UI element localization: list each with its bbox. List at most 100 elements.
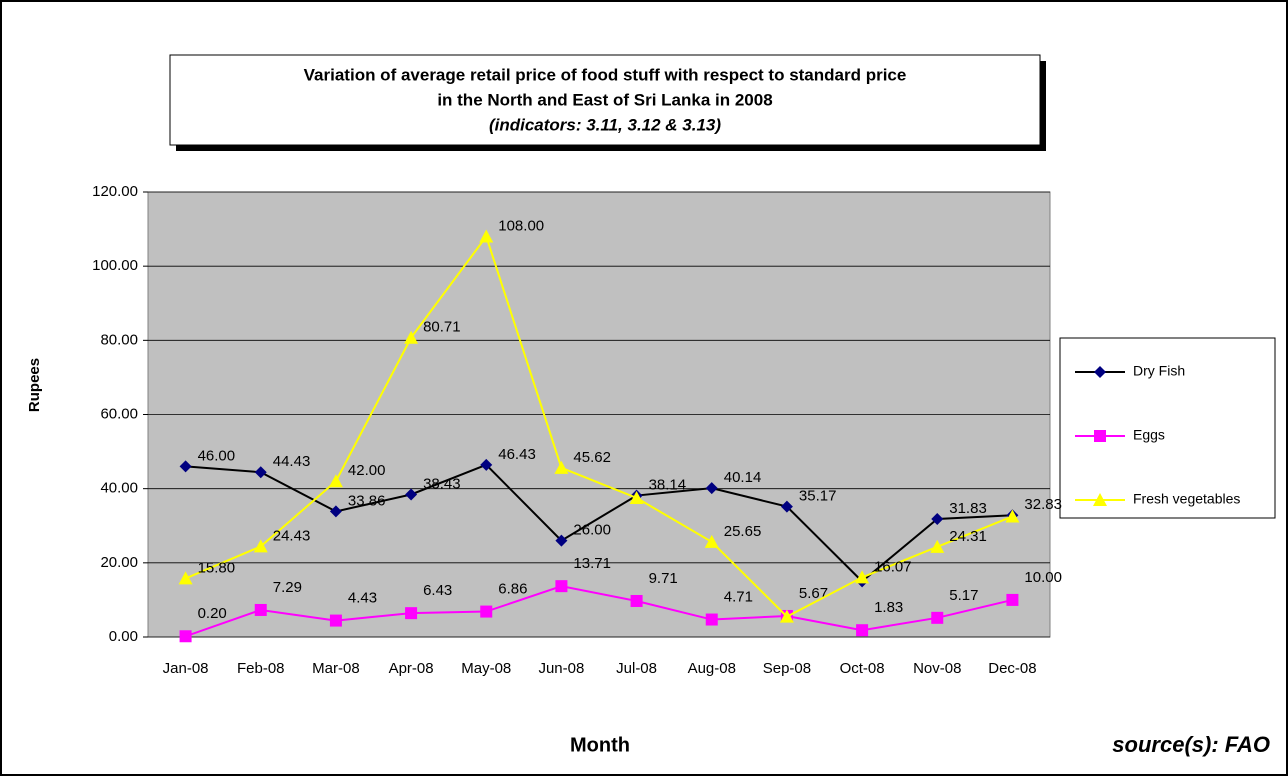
- data-point: [705, 613, 718, 626]
- data-point: [329, 505, 342, 518]
- data-point: [254, 603, 267, 616]
- y-tick-label: 60.00: [100, 405, 138, 422]
- data-label: 13.71: [573, 555, 611, 572]
- x-tick-label: Apr-08: [389, 660, 434, 677]
- data-point: [554, 460, 569, 474]
- data-point: [705, 482, 718, 495]
- data-point: [555, 580, 568, 593]
- data-label: 38.14: [649, 477, 687, 494]
- data-point: [930, 539, 945, 553]
- data-label: 38.43: [423, 475, 461, 492]
- data-point: [856, 624, 869, 637]
- legend-marker: [1094, 430, 1106, 442]
- data-point: [1005, 509, 1020, 523]
- data-label: 108.00: [498, 217, 544, 234]
- data-label: 33.86: [348, 492, 386, 509]
- data-label: 5.67: [799, 585, 828, 602]
- data-point: [179, 630, 192, 643]
- x-tick-label: Oct-08: [840, 660, 885, 677]
- data-point: [178, 571, 193, 585]
- chart-subtitle: (indicators: 3.11, 3.12 & 3.13): [489, 115, 721, 134]
- data-point: [780, 500, 793, 513]
- data-point: [630, 594, 643, 607]
- x-axis-label: Month: [570, 734, 630, 756]
- data-point: [855, 570, 870, 584]
- x-tick-label: Dec-08: [988, 660, 1036, 677]
- data-label: 46.00: [198, 447, 236, 464]
- data-point: [254, 466, 267, 479]
- legend-label: Fresh vegetables: [1133, 491, 1240, 507]
- data-label: 31.83: [949, 500, 987, 517]
- title-box: [169, 54, 1041, 146]
- data-label: 26.00: [573, 522, 611, 539]
- data-label: 25.65: [724, 523, 762, 540]
- data-label: 1.83: [874, 599, 903, 616]
- y-tick-label: 20.00: [100, 554, 138, 571]
- data-label: 7.29: [273, 579, 302, 596]
- data-label: 6.86: [498, 581, 527, 598]
- data-point: [404, 330, 419, 344]
- data-label: 24.43: [273, 527, 311, 544]
- data-label: 35.17: [799, 488, 837, 505]
- legend-box: [1059, 337, 1276, 519]
- data-label: 46.43: [498, 446, 536, 463]
- data-point: [480, 458, 493, 471]
- data-label: 32.83: [1024, 496, 1062, 513]
- data-point: [931, 611, 944, 624]
- data-label: 10.00: [1024, 569, 1062, 586]
- data-point: [253, 539, 268, 553]
- data-point: [931, 512, 944, 525]
- data-label: 15.80: [198, 559, 236, 576]
- data-point: [405, 488, 418, 501]
- legend-marker: [1093, 493, 1107, 506]
- data-label: 80.71: [423, 319, 461, 336]
- legend-label: Dry Fish: [1133, 363, 1185, 379]
- x-tick-label: May-08: [461, 660, 511, 677]
- y-tick-label: 40.00: [100, 480, 138, 497]
- x-tick-label: Feb-08: [237, 660, 285, 677]
- data-point: [179, 460, 192, 473]
- data-point: [328, 474, 343, 488]
- data-point: [405, 607, 418, 620]
- x-tick-label: Jul-08: [616, 660, 657, 677]
- source-note: source(s): FAO: [1112, 732, 1270, 757]
- x-tick-label: Jan-08: [163, 660, 209, 677]
- y-axis-label: Rupees: [26, 358, 43, 412]
- series-line: [185, 234, 1013, 618]
- x-tick-label: Nov-08: [913, 660, 961, 677]
- data-point: [704, 534, 719, 548]
- x-tick-label: Mar-08: [312, 660, 360, 677]
- y-tick-label: 100.00: [92, 257, 138, 274]
- data-point: [1006, 593, 1019, 606]
- data-label: 40.14: [724, 469, 762, 486]
- legend-marker: [1094, 366, 1106, 378]
- chart-title: Variation of average retail price of foo…: [304, 65, 907, 84]
- data-label: 42.00: [348, 462, 386, 479]
- y-tick-label: 80.00: [100, 331, 138, 348]
- data-label: 4.71: [724, 589, 753, 606]
- data-point: [479, 229, 494, 243]
- chart-subtitle: in the North and East of Sri Lanka in 20…: [437, 90, 772, 109]
- data-point: [555, 534, 568, 547]
- data-label: 0.20: [198, 605, 227, 622]
- data-label: 45.62: [573, 449, 611, 466]
- series-line: [185, 585, 1013, 638]
- data-point: [629, 490, 644, 504]
- data-label: 4.43: [348, 590, 377, 607]
- data-label: 16.07: [874, 558, 912, 575]
- data-point: [779, 609, 794, 623]
- x-tick-label: Jun-08: [538, 660, 584, 677]
- y-tick-label: 120.00: [92, 183, 138, 200]
- y-tick-label: 0.00: [109, 628, 138, 645]
- data-label: 44.43: [273, 453, 311, 470]
- x-tick-label: Aug-08: [688, 660, 736, 677]
- data-label: 9.71: [649, 570, 678, 587]
- legend-label: Eggs: [1133, 427, 1165, 443]
- data-point: [480, 605, 493, 618]
- data-label: 6.43: [423, 582, 452, 599]
- series-line: [185, 463, 1013, 583]
- x-tick-label: Sep-08: [763, 660, 811, 677]
- data-label: 24.31: [949, 528, 987, 545]
- data-point: [329, 614, 342, 627]
